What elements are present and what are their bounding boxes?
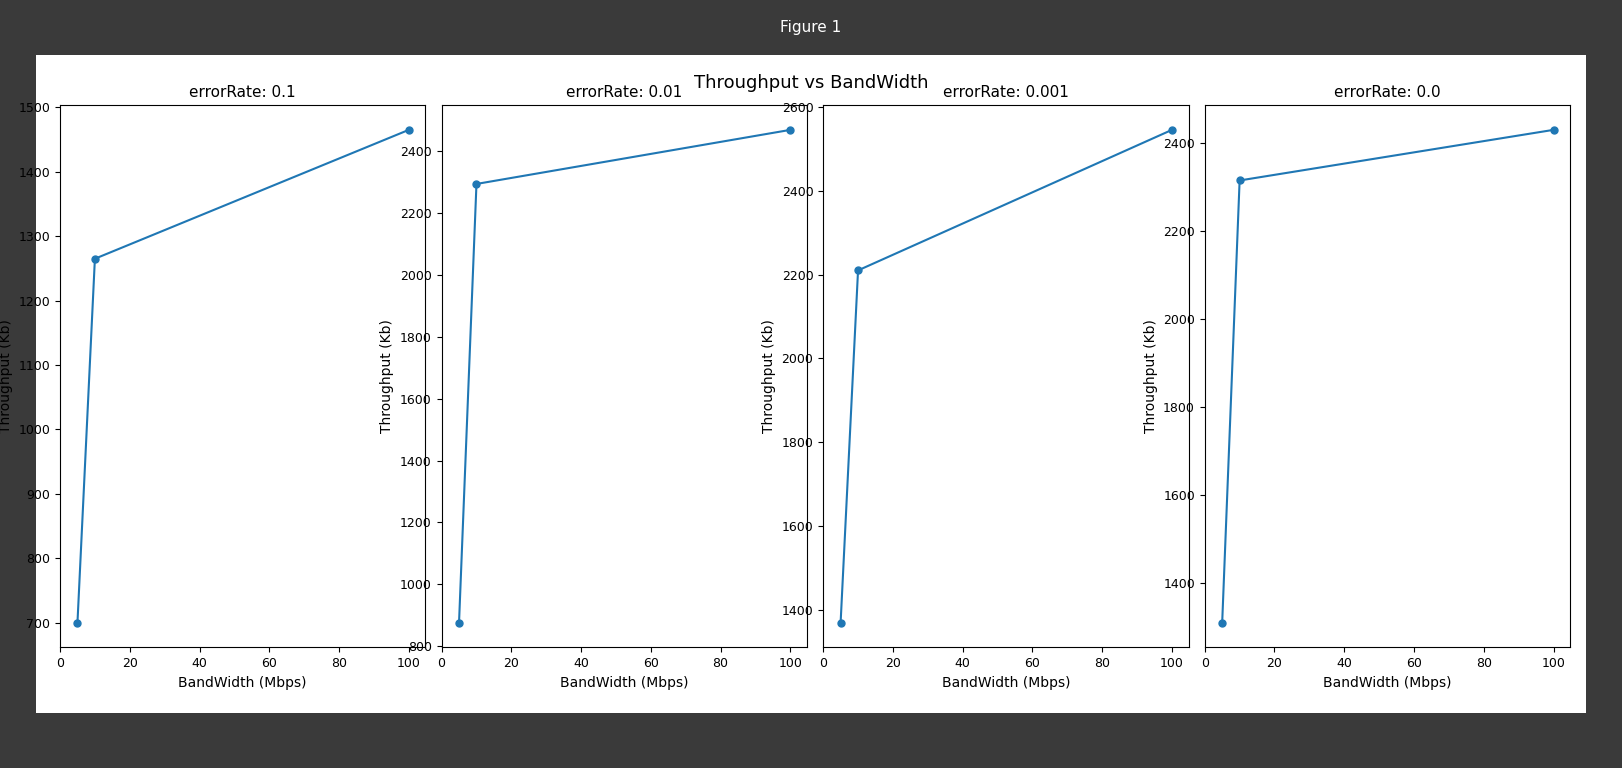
X-axis label: BandWidth (Mbps): BandWidth (Mbps) [942,676,1071,690]
Y-axis label: Throughput (Kb): Throughput (Kb) [381,319,394,433]
X-axis label: BandWidth (Mbps): BandWidth (Mbps) [178,676,307,690]
X-axis label: BandWidth (Mbps): BandWidth (Mbps) [560,676,688,690]
Title: errorRate: 0.01: errorRate: 0.01 [566,85,683,100]
Y-axis label: Throughput (Kb): Throughput (Kb) [1144,319,1158,433]
Text: Figure 1: Figure 1 [780,20,842,35]
Text: Throughput vs BandWidth: Throughput vs BandWidth [694,74,928,92]
Title: errorRate: 0.1: errorRate: 0.1 [190,85,295,100]
Y-axis label: Throughput (Kb): Throughput (Kb) [762,319,775,433]
X-axis label: BandWidth (Mbps): BandWidth (Mbps) [1324,676,1452,690]
Title: errorRate: 0.0: errorRate: 0.0 [1335,85,1440,100]
Y-axis label: Throughput (Kb): Throughput (Kb) [0,319,13,433]
Title: errorRate: 0.001: errorRate: 0.001 [942,85,1069,100]
